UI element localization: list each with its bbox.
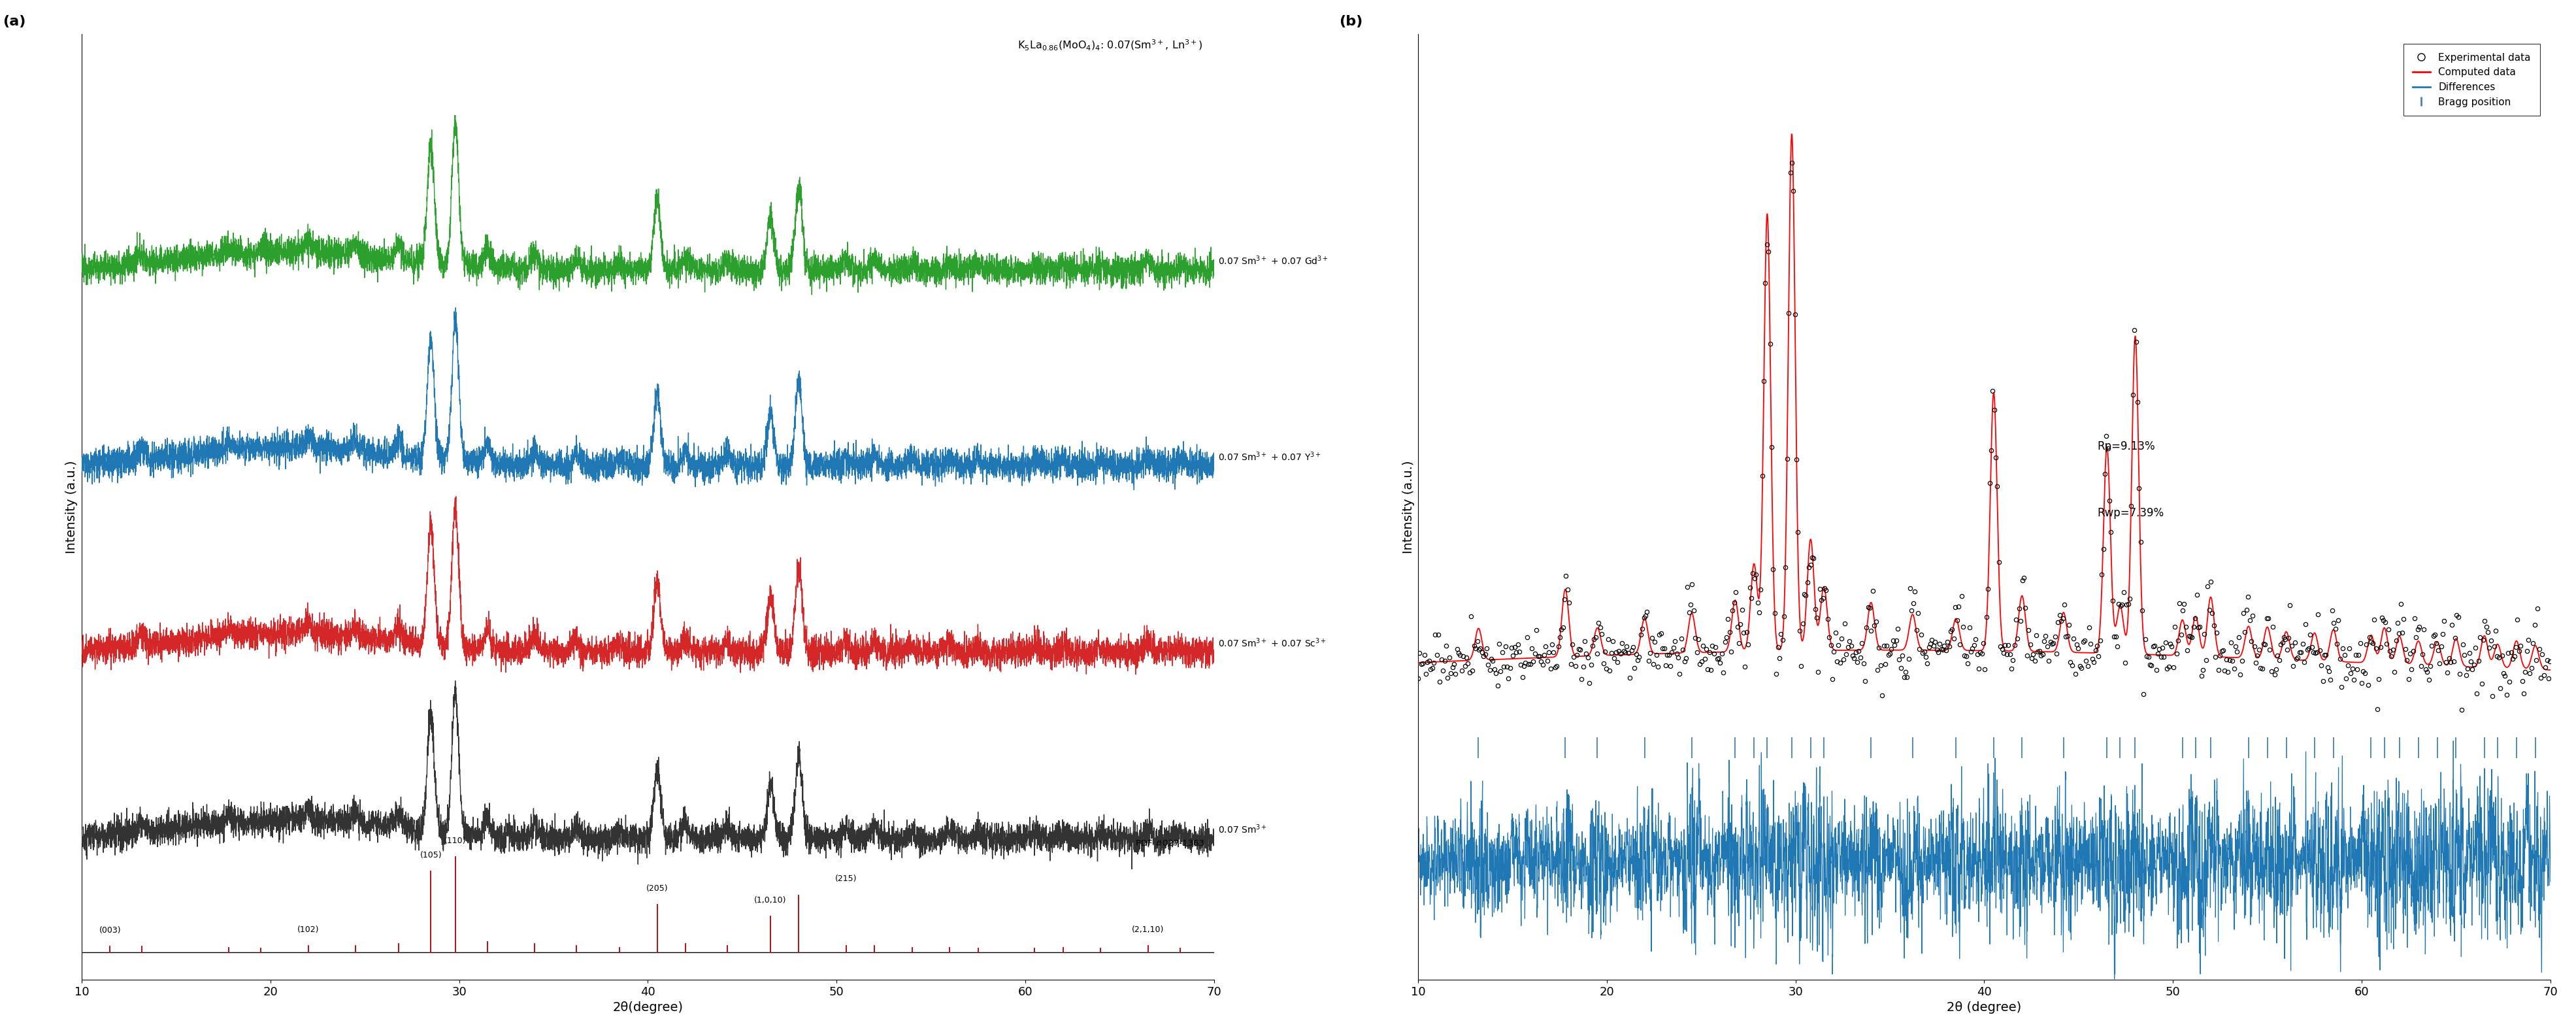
Y-axis label: Intensity (a.u.): Intensity (a.u.)	[64, 460, 77, 553]
Text: K$_5$La$_{0.86}$(MoO$_4$)$_4$: 0.07(Sm$^{3+}$, Ln$^{3+}$): K$_5$La$_{0.86}$(MoO$_4$)$_4$: 0.07(Sm$^…	[1018, 39, 1203, 53]
Text: Rwp=7.39%: Rwp=7.39%	[2097, 507, 2164, 519]
Text: PDF #027-1363: PDF #027-1363	[1136, 839, 1206, 848]
Text: (1,0,10): (1,0,10)	[755, 896, 786, 904]
Text: (105): (105)	[420, 851, 443, 860]
Y-axis label: Intensity (a.u.): Intensity (a.u.)	[1401, 460, 1414, 553]
Text: (003): (003)	[98, 927, 121, 935]
Text: 0.07 Sm$^{3+}$ + 0.07 Sc$^{3+}$: 0.07 Sm$^{3+}$ + 0.07 Sc$^{3+}$	[1218, 637, 1327, 649]
Legend: Experimental data, Computed data, Differences, Bragg position: Experimental data, Computed data, Differ…	[2403, 43, 2540, 116]
Text: 0.07 Sm$^{3+}$: 0.07 Sm$^{3+}$	[1218, 824, 1267, 835]
Text: (205): (205)	[647, 884, 667, 893]
X-axis label: 2θ(degree): 2θ(degree)	[613, 1001, 683, 1013]
Text: (215): (215)	[835, 875, 858, 883]
X-axis label: 2θ (degree): 2θ (degree)	[1947, 1001, 2022, 1013]
Text: 0.07 Sm$^{3+}$ + 0.07 Y$^{3+}$: 0.07 Sm$^{3+}$ + 0.07 Y$^{3+}$	[1218, 450, 1321, 462]
Text: (2,1,10): (2,1,10)	[1131, 926, 1164, 934]
Text: (110): (110)	[446, 837, 466, 845]
Text: Rp=9.13%: Rp=9.13%	[2097, 441, 2156, 452]
Text: (b): (b)	[1340, 15, 1363, 28]
Text: (a): (a)	[3, 15, 26, 28]
Text: (102): (102)	[296, 926, 319, 934]
Text: 0.07 Sm$^{3+}$ + 0.07 Gd$^{3+}$: 0.07 Sm$^{3+}$ + 0.07 Gd$^{3+}$	[1218, 255, 1329, 267]
